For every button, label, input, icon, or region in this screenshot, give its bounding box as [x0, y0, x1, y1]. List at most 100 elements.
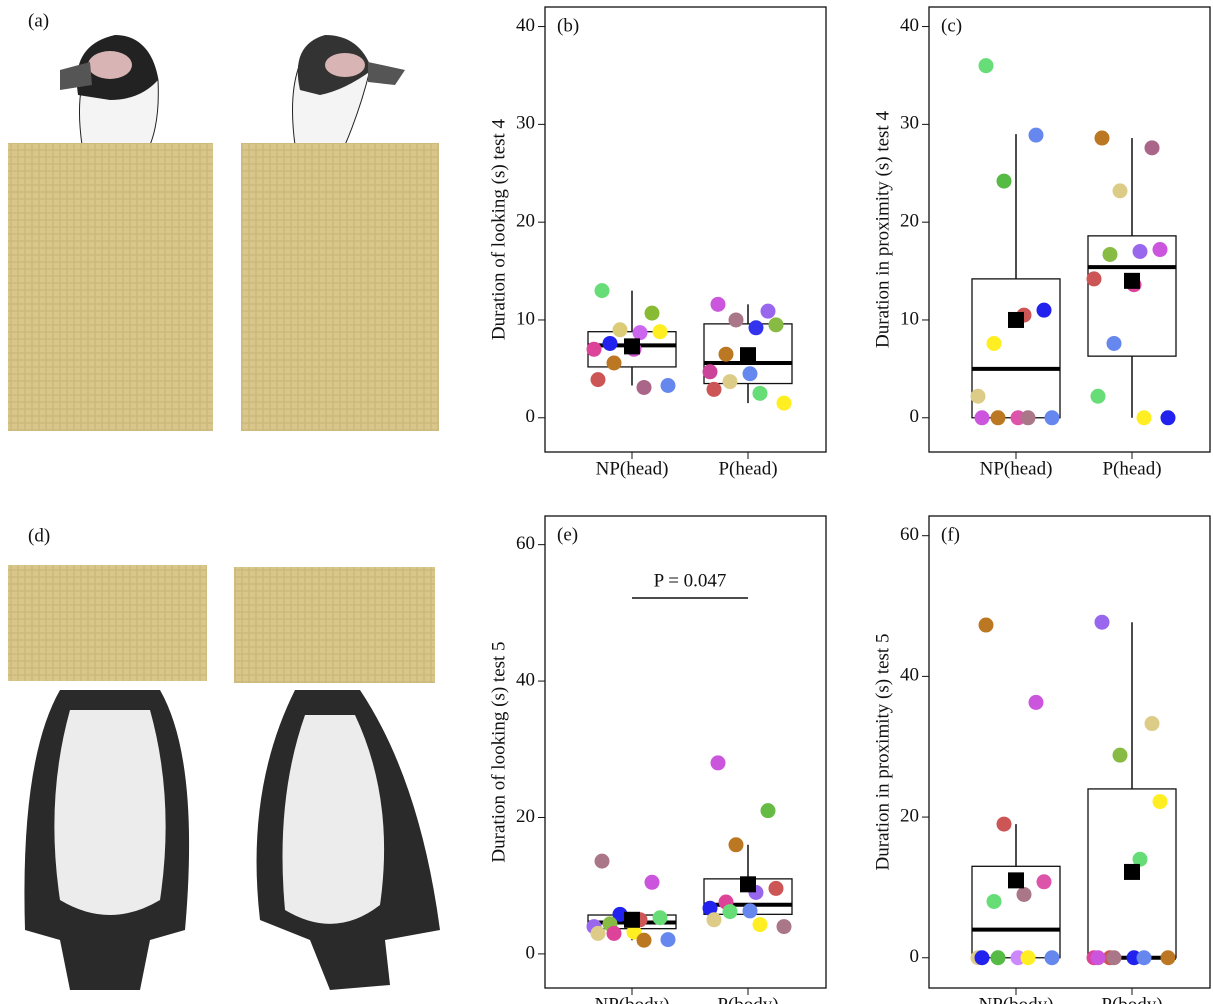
- data-point: [660, 932, 676, 948]
- data-point: [710, 296, 726, 312]
- data-point: [1144, 140, 1160, 156]
- data-point: [722, 904, 738, 920]
- data-point: [978, 617, 994, 633]
- y-tick-label: 10: [900, 308, 919, 329]
- y-tick-label: 0: [910, 946, 920, 967]
- chart: (c) 0 10 20 30 40 Duration in proximity (s) te…: [872, 6, 1211, 479]
- data-point: [986, 335, 1002, 351]
- data-point: [1020, 950, 1036, 966]
- y-axis-label: Duration of looking (s) test 5: [488, 641, 509, 862]
- data-point: [1112, 183, 1128, 199]
- box: [971, 278, 1061, 419]
- data-point: [1036, 302, 1052, 318]
- mean: [740, 876, 756, 893]
- illustration-head: (a): [8, 10, 439, 431]
- data-point: [612, 322, 628, 338]
- data-point: [1144, 716, 1160, 732]
- data-point: [728, 837, 744, 853]
- data-point: [706, 912, 722, 928]
- data-point: [644, 305, 660, 321]
- data-point: [996, 816, 1012, 832]
- data-point: [590, 925, 606, 941]
- plot-frame: [928, 515, 1211, 989]
- chart: (b) 0 10 20 30 40 Duration of looking (s) test…: [488, 6, 827, 479]
- data-point: [1132, 244, 1148, 260]
- y-tick-label: 40: [516, 15, 535, 36]
- data-point: [594, 853, 610, 869]
- data-point: [652, 324, 668, 340]
- data-point: [752, 917, 768, 933]
- y-tick-label: 0: [526, 406, 536, 427]
- data-point: [1152, 794, 1168, 810]
- data-point: [590, 372, 606, 388]
- data-point: [702, 900, 718, 916]
- data-point: [1016, 886, 1032, 902]
- illustration-body: (d): [8, 525, 440, 990]
- data-point: [760, 803, 776, 819]
- data-point: [748, 320, 764, 336]
- plot-frame: [928, 6, 1211, 453]
- y-tick-label: 20: [516, 806, 535, 827]
- chart: (e) 0 20 40 60 Duration of looking (s) test 5…: [488, 515, 827, 1004]
- data-point: [990, 950, 1006, 966]
- data-point: [652, 910, 668, 926]
- mean: [1008, 311, 1024, 328]
- panel-label: (e): [557, 524, 578, 545]
- y-tick-label: 60: [516, 533, 535, 554]
- data-point: [970, 388, 986, 404]
- data-point: [996, 173, 1012, 189]
- y-axis-label: Duration in proximity (s) test 4: [872, 111, 893, 348]
- y-tick-label: 10: [516, 308, 535, 329]
- y-tick-label: 0: [526, 942, 536, 963]
- data-point: [632, 325, 648, 341]
- x-tick-label: P(body): [717, 994, 778, 1004]
- data-point: [710, 755, 726, 771]
- data-point: [1160, 410, 1176, 426]
- data-point: [644, 874, 660, 890]
- panel-label: (b): [557, 15, 579, 36]
- data-point: [768, 317, 784, 333]
- x-tick-label: NP(body): [979, 994, 1054, 1004]
- data-point: [606, 925, 622, 941]
- y-tick-label: 20: [900, 211, 919, 232]
- y-tick-label: 30: [516, 113, 535, 134]
- data-point: [1028, 127, 1044, 143]
- data-point: [1132, 851, 1148, 867]
- data-point: [1112, 747, 1128, 763]
- panel-label: (a): [28, 10, 49, 31]
- data-point: [636, 932, 652, 948]
- data-point: [752, 385, 768, 401]
- data-point: [1044, 410, 1060, 426]
- y-tick-label: 20: [516, 211, 535, 232]
- data-point: [1036, 874, 1052, 890]
- data-point: [594, 283, 610, 299]
- mean: [1008, 872, 1024, 889]
- y-tick-label: 60: [900, 524, 919, 545]
- data-point: [626, 924, 642, 940]
- data-point: [1136, 950, 1152, 966]
- data-point: [776, 395, 792, 411]
- data-point: [986, 893, 1002, 909]
- x-tick-label: P(head): [718, 458, 777, 479]
- data-point: [974, 410, 990, 426]
- x-tick-label: NP(head): [980, 458, 1053, 479]
- y-axis-label: Duration in proximity (s) test 5: [872, 634, 893, 871]
- data-point: [636, 379, 652, 395]
- y-tick-label: 40: [516, 669, 535, 690]
- data-point: [978, 58, 994, 74]
- data-point: [728, 312, 744, 328]
- annotation: P = 0.047: [654, 570, 727, 591]
- data-point: [974, 950, 990, 966]
- data-point: [742, 903, 758, 919]
- data-point: [1044, 950, 1060, 966]
- mean: [624, 338, 640, 355]
- data-point: [1028, 694, 1044, 710]
- y-tick-label: 30: [900, 113, 919, 134]
- mean: [624, 911, 640, 928]
- data-point: [1106, 335, 1122, 351]
- data-point: [990, 410, 1006, 426]
- data-point: [1094, 130, 1110, 146]
- data-point: [586, 341, 602, 357]
- data-point: [660, 377, 676, 393]
